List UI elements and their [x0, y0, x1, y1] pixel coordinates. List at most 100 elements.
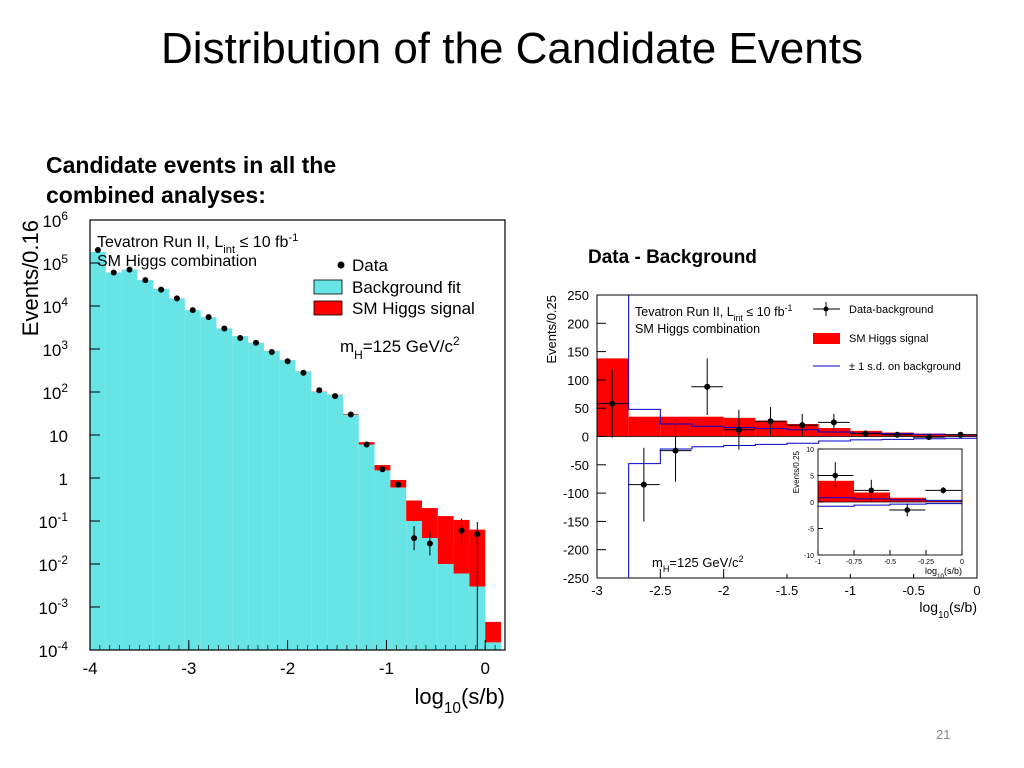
- data-point: [868, 487, 875, 494]
- signal-bar: [628, 416, 661, 437]
- slide-subtitle: Candidate events in all the combined ana…: [46, 150, 466, 210]
- data-point: [253, 339, 259, 346]
- data-point: [284, 358, 291, 365]
- band-lower-line: [597, 437, 977, 579]
- data-point: [332, 393, 339, 400]
- data-point: [458, 527, 465, 534]
- x-tick-label: 0: [481, 659, 490, 678]
- legend-data-marker: [337, 261, 345, 269]
- background-bar: [374, 470, 391, 650]
- background-bar: [453, 573, 470, 650]
- background-bar: [169, 298, 185, 650]
- x-tick-label: -2: [280, 659, 295, 678]
- mass-label: mH=125 GeV/c2: [652, 554, 744, 574]
- legend-background-swatch: [313, 279, 343, 295]
- legend-signal-swatch: [313, 300, 343, 316]
- signal-bar: [854, 492, 890, 502]
- x-tick-label: -2.5: [649, 583, 671, 598]
- band-lower-line: [818, 503, 962, 507]
- background-bar: [406, 521, 422, 650]
- data-point: [767, 418, 774, 425]
- x-tick-label: -1.5: [776, 583, 798, 598]
- y-tick-label: 0: [582, 430, 589, 445]
- data-point: [832, 472, 839, 479]
- legend-signal-swatch: [813, 333, 840, 344]
- y-tick-label: -100: [563, 486, 589, 501]
- background-bar: [342, 414, 359, 650]
- data-point: [94, 247, 101, 254]
- background-bar: [327, 395, 343, 650]
- x-tick-label: -1: [379, 659, 394, 678]
- legend-band-label: ± 1 s.d. on background: [849, 361, 961, 373]
- x-tick-label: 0: [973, 583, 980, 598]
- background-bar: [263, 350, 280, 650]
- y-tick-label: 150: [567, 345, 589, 360]
- data-point: [158, 286, 165, 293]
- data-point: [904, 507, 911, 513]
- x-tick-label: -0.25: [918, 559, 934, 566]
- data-point: [221, 325, 228, 332]
- x-tick-label: -0.75: [846, 559, 862, 566]
- y-tick-label: -5: [808, 527, 814, 534]
- background-bar: [153, 288, 170, 650]
- background-bar: [232, 336, 249, 650]
- data-point: [363, 441, 370, 448]
- slide-title: Distribution of the Candidate Events: [161, 24, 863, 73]
- data-point: [640, 481, 647, 488]
- signal-bar: [406, 500, 422, 521]
- y-tick-label: 104: [42, 295, 68, 317]
- background-bar: [137, 280, 154, 650]
- background-bar: [200, 317, 217, 650]
- y-tick-label: 5: [810, 474, 814, 481]
- x-axis-label: log10(s/b): [925, 566, 962, 580]
- data-point: [609, 400, 616, 407]
- y-tick-label: 10-3: [39, 596, 69, 618]
- legend-data-label: Data: [352, 256, 388, 275]
- annotation-line-2: SM Higgs combination: [97, 253, 257, 270]
- data-point: [268, 349, 275, 356]
- x-tick-label: -3: [591, 583, 603, 598]
- background-bar: [358, 444, 375, 650]
- page-number: 21: [936, 727, 951, 742]
- data-point: [474, 530, 481, 537]
- data-point: [142, 277, 149, 284]
- legend-data-label: Data-background: [849, 304, 933, 316]
- legend-signal-label: SM Higgs signal: [352, 299, 475, 318]
- data-point: [189, 307, 196, 314]
- y-tick-label: 10: [49, 427, 68, 446]
- subtitle-line-2: combined analyses:: [46, 182, 266, 208]
- signal-bar: [437, 516, 454, 564]
- data-point: [379, 466, 386, 473]
- y-tick-label: -10: [804, 553, 814, 560]
- legend-signal-label: SM Higgs signal: [849, 333, 928, 345]
- data-point: [940, 487, 947, 494]
- data-point: [894, 431, 901, 438]
- y-tick-label: 50: [575, 401, 589, 416]
- legend-background-label: Background fit: [352, 278, 461, 297]
- signal-bar: [818, 480, 854, 502]
- signal-bar: [926, 500, 962, 502]
- annotation-line-1: Tevatron Run II, Lint ≤ 10 fb-1: [97, 232, 298, 256]
- x-tick-label: -1: [845, 583, 857, 598]
- y-tick-label: 10-4: [39, 639, 69, 661]
- signal-bar: [453, 519, 470, 574]
- data-point: [957, 431, 964, 438]
- y-tick-label: 250: [567, 288, 589, 303]
- background-bar: [216, 328, 233, 650]
- background-bar: [248, 342, 264, 650]
- data-point: [205, 314, 212, 321]
- data-point: [704, 383, 711, 390]
- data-point: [110, 269, 117, 276]
- y-tick-label: 200: [567, 316, 589, 331]
- background-bar: [390, 487, 407, 650]
- subtitle-line-1: Candidate events in all the: [46, 152, 337, 178]
- annotation-line-2: SM Higgs combination: [635, 322, 760, 336]
- x-tick-label: -4: [82, 659, 97, 678]
- band-upper-line: [597, 294, 977, 436]
- signal-bar: [660, 416, 692, 437]
- y-tick-label: 102: [42, 381, 68, 403]
- x-tick-label: -0.5: [902, 583, 924, 598]
- mass-label: mH=125 GeV/c2: [340, 334, 460, 362]
- data-point: [395, 481, 402, 488]
